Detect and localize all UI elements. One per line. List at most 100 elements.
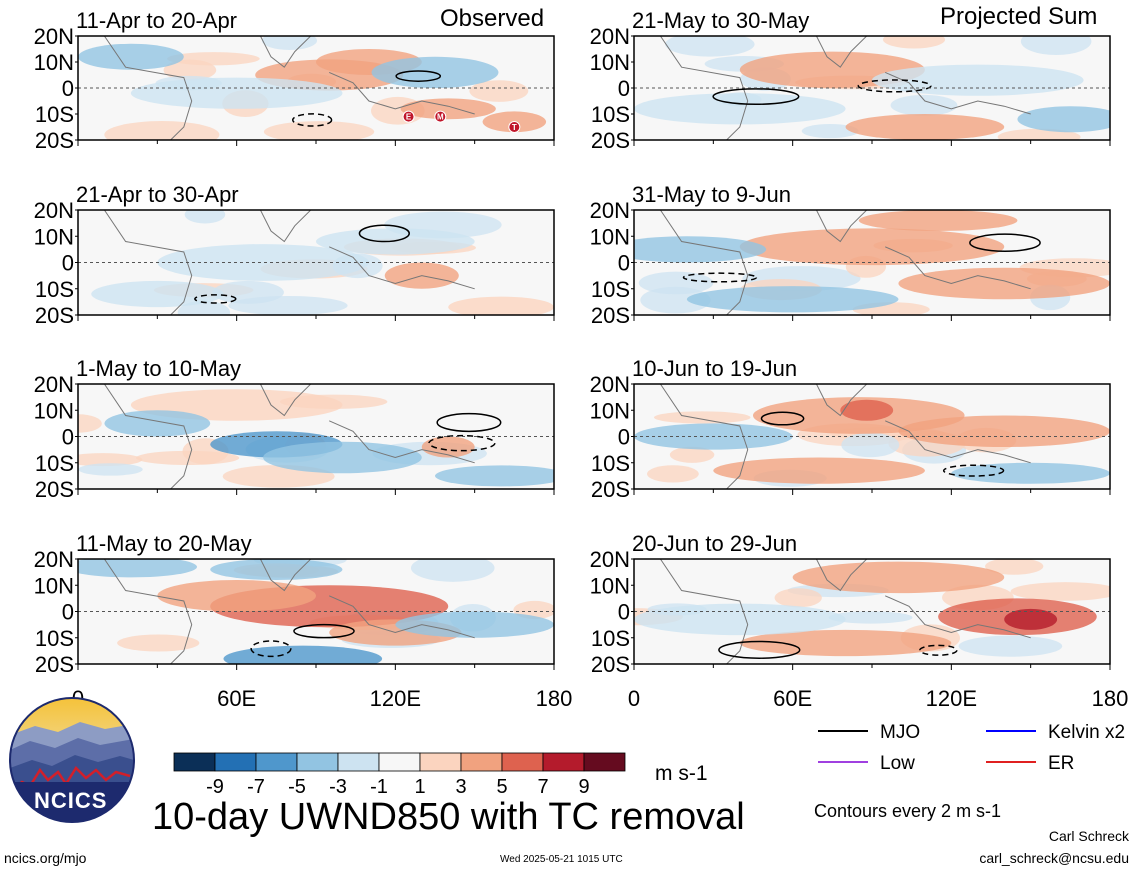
tc-marker-label: M xyxy=(437,113,444,122)
mjo-contour xyxy=(395,70,442,82)
y-tick-label: 10N xyxy=(590,398,630,423)
y-tick-label: 20N xyxy=(590,24,630,49)
anomaly-field xyxy=(634,210,1110,315)
y-tick-label: 20N xyxy=(590,198,630,223)
anomaly-blob xyxy=(184,210,226,224)
anomaly-blob xyxy=(634,93,846,125)
anomaly-blob xyxy=(669,446,715,463)
y-tick-label: 20S xyxy=(35,128,74,153)
coastline xyxy=(328,420,475,464)
coastline xyxy=(659,210,749,315)
colorbar-swatch xyxy=(378,752,421,772)
colorbar-tick-label: -7 xyxy=(247,776,265,798)
anomaly-blob xyxy=(647,465,699,483)
anomaly-blob xyxy=(898,415,1110,447)
anomaly-blob xyxy=(774,588,822,608)
colorbar-swatch xyxy=(337,752,380,772)
mjo-contour xyxy=(358,224,410,243)
y-tick-label: 10N xyxy=(34,573,74,598)
y-tick-label: 10N xyxy=(34,50,74,75)
mjo-contour xyxy=(293,623,355,639)
mjo-contour xyxy=(250,640,292,658)
panel-title: 1-May to 10-May xyxy=(76,356,241,381)
anomaly-blob xyxy=(713,457,925,484)
coastline xyxy=(328,595,475,639)
y-tick-label: 20S xyxy=(35,303,74,328)
footer-email: carl_schreck@ncsu.edu xyxy=(979,850,1129,866)
mjo-contour xyxy=(718,640,801,659)
coastline xyxy=(103,384,193,489)
anomaly-blob xyxy=(665,36,755,57)
colorbar-swatch xyxy=(460,752,503,772)
anomaly-blob xyxy=(985,559,1044,575)
y-tick-label: 0 xyxy=(618,600,630,625)
colorbar-swatch xyxy=(542,752,585,772)
colorbar-tick-label: 5 xyxy=(496,776,507,798)
observed-label: Observed xyxy=(440,5,545,32)
anomaly-field xyxy=(78,559,554,664)
mjo-contour xyxy=(760,411,805,426)
mjo-contour xyxy=(194,294,237,304)
colorbar-tick-label: 9 xyxy=(578,776,589,798)
logo-text: NCICS xyxy=(34,788,108,813)
coastline xyxy=(103,210,193,315)
anomaly-blob xyxy=(263,441,422,474)
y-tick-label: 10S xyxy=(35,451,74,476)
anomaly-blob xyxy=(410,559,495,582)
mjo-contour xyxy=(291,113,333,127)
anomaly-blob xyxy=(1020,36,1092,55)
panel-title: 10-Jun to 19-Jun xyxy=(632,356,797,381)
y-tick-label: 10S xyxy=(591,626,630,651)
colorbar-tick-label: 7 xyxy=(537,776,548,798)
anomaly-blob xyxy=(78,43,184,70)
coastline xyxy=(815,210,868,243)
anomaly-blob xyxy=(634,603,846,636)
anomaly-blob xyxy=(104,410,211,437)
x-tick-label: 120E xyxy=(926,686,977,711)
panel-title: 31-May to 9-Jun xyxy=(632,182,791,207)
anomaly-blob xyxy=(400,98,496,120)
anomaly-blob xyxy=(395,611,554,638)
anomaly-blob xyxy=(739,228,1005,266)
coastline xyxy=(259,36,312,68)
colorbar-swatch xyxy=(583,752,626,772)
anomaly-blob xyxy=(163,59,217,81)
mjo-contour xyxy=(919,644,958,656)
anomaly-blob xyxy=(828,611,913,624)
anomaly-blob xyxy=(686,286,899,313)
anomaly-blob xyxy=(801,123,859,139)
contour-note: Contours every 2 m s-1 xyxy=(814,801,1002,821)
coastline xyxy=(815,559,868,592)
legend-label: ER xyxy=(1048,753,1074,774)
anomaly-blob xyxy=(882,36,946,49)
coastline xyxy=(328,71,475,115)
footer-author: Carl Schreck xyxy=(1048,828,1129,844)
panel-title: 21-Apr to 30-Apr xyxy=(76,182,239,207)
y-tick-label: 0 xyxy=(62,425,74,450)
tc-marker-label: E xyxy=(406,113,412,122)
y-tick-label: 0 xyxy=(618,425,630,450)
coastline xyxy=(884,71,1031,115)
anomaly-blob xyxy=(469,80,529,102)
coastline xyxy=(815,384,868,417)
anomaly-blob xyxy=(634,236,767,263)
colorbar-swatch xyxy=(419,752,462,772)
colorbar-tick-label: -9 xyxy=(206,776,224,798)
anomaly-blob xyxy=(840,399,894,421)
y-tick-label: 10S xyxy=(35,626,74,651)
panel-title: 11-Apr to 20-Apr xyxy=(76,8,237,33)
coastline xyxy=(259,210,312,243)
x-tick-label: 180 xyxy=(536,686,573,711)
y-tick-label: 0 xyxy=(62,600,74,625)
projected-label: Projected Sum xyxy=(940,3,1098,30)
y-tick-label: 20N xyxy=(590,547,630,572)
anomaly-blob xyxy=(898,267,1110,300)
legend-label: Low xyxy=(880,753,915,774)
anomaly-blob xyxy=(435,465,554,487)
chart-title: 10-day UWND850 with TC removal xyxy=(152,796,745,838)
coastline xyxy=(103,559,193,664)
